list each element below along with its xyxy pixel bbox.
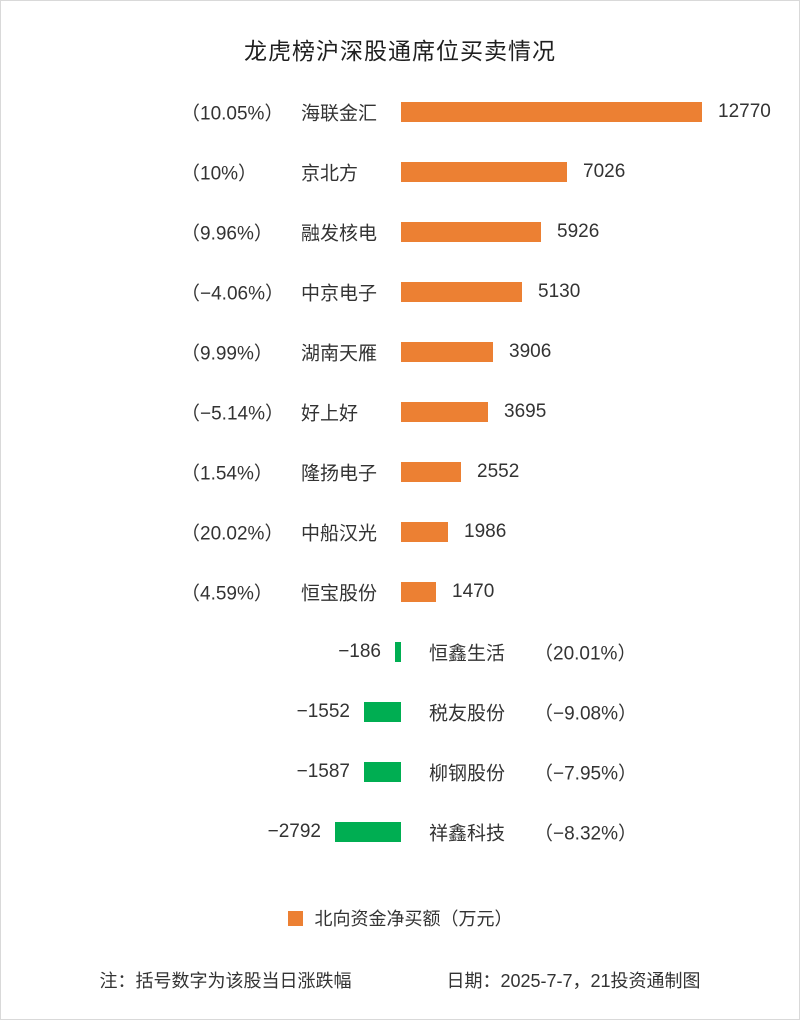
positive-bar: [401, 102, 702, 122]
bar-row: （9.96%） 融发核电 5926: [1, 202, 799, 262]
bar-row: −1552 税友股份 （−9.08%）: [1, 682, 799, 742]
bar-row: −1587 柳钢股份 （−7.95%）: [1, 742, 799, 802]
positive-bar: [401, 342, 493, 362]
change-pct-label: （1.54%）: [181, 463, 273, 485]
change-pct-label: （9.99%）: [181, 343, 273, 365]
stock-name-label: 好上好: [301, 403, 359, 425]
stock-name-label: 海联金汇: [301, 103, 378, 125]
value-label: −1552: [296, 701, 350, 722]
value-label: −1587: [296, 761, 350, 782]
note-text: 注：括号数字为该股当日涨跌幅: [99, 971, 352, 991]
bar-row: （10.05%） 海联金汇 12770: [1, 82, 799, 142]
positive-bar: [401, 162, 567, 182]
bar-row: （9.99%） 湖南天雁 3906: [1, 322, 799, 382]
stock-name-label: 恒宝股份: [301, 583, 378, 605]
change-pct-label: （−5.14%）: [181, 403, 284, 425]
change-pct-label: （9.96%）: [181, 223, 273, 245]
change-pct-label: （20.02%）: [181, 523, 284, 545]
legend: 北向资金净买额（万元）: [1, 905, 799, 931]
value-label: −186: [338, 641, 381, 662]
bar-row: （4.59%） 恒宝股份 1470: [1, 562, 799, 622]
change-pct-label: （4.59%）: [181, 583, 273, 605]
positive-bar: [401, 522, 448, 542]
bar-row: −2792 祥鑫科技 （−8.32%）: [1, 802, 799, 862]
change-pct-label: （−8.32%）: [534, 823, 637, 845]
stock-name-label: 恒鑫生活: [429, 643, 506, 665]
value-label: 7026: [583, 161, 626, 182]
negative-bar: [395, 642, 401, 662]
value-label: 5926: [557, 221, 600, 242]
value-label: 2552: [477, 461, 520, 482]
value-label: 3906: [509, 341, 552, 362]
date-text: 日期：2025-7-7，21投资通制图: [446, 971, 701, 991]
value-label: 1986: [464, 521, 507, 542]
negative-bar: [364, 762, 401, 782]
bar-row: （−5.14%） 好上好 3695: [1, 382, 799, 442]
stock-name-label: 融发核电: [301, 223, 378, 245]
bar-row: （10%） 京北方 7026: [1, 142, 799, 202]
value-label: 1470: [452, 581, 495, 602]
legend-swatch: [287, 910, 303, 926]
bar-row: （1.54%） 隆扬电子 2552: [1, 442, 799, 502]
change-pct-label: （10.05%）: [181, 103, 284, 125]
positive-bar: [401, 222, 541, 242]
stock-name-label: 湖南天雁: [301, 343, 378, 365]
change-pct-label: （−9.08%）: [534, 703, 637, 725]
change-pct-label: （−4.06%）: [181, 283, 284, 305]
positive-bar: [401, 462, 461, 482]
stock-name-label: 税友股份: [429, 703, 506, 725]
stock-name-label: 中京电子: [301, 283, 378, 305]
value-label: 3695: [504, 401, 547, 422]
change-pct-label: （10%）: [181, 163, 258, 185]
chart-title: 龙虎榜沪深股通席位买卖情况: [244, 38, 556, 64]
footnote: 注：括号数字为该股当日涨跌幅 日期：2025-7-7，21投资通制图: [1, 967, 799, 993]
negative-bar: [364, 702, 401, 722]
value-label: 12770: [718, 101, 771, 122]
bar-row: （20.02%） 中船汉光 1986: [1, 502, 799, 562]
positive-bar: [401, 402, 488, 422]
stock-name-label: 柳钢股份: [429, 763, 506, 785]
positive-bar: [401, 582, 436, 602]
change-pct-label: （20.01%）: [534, 643, 637, 665]
value-label: −2792: [267, 821, 321, 842]
negative-bar: [335, 822, 401, 842]
legend-label: 北向资金净买额（万元）: [314, 909, 513, 929]
stock-name-label: 京北方: [301, 163, 359, 185]
stock-name-label: 隆扬电子: [301, 463, 378, 485]
bar-row: （−4.06%） 中京电子 5130: [1, 262, 799, 322]
stock-name-label: 中船汉光: [301, 523, 378, 545]
change-pct-label: （−7.95%）: [534, 763, 637, 785]
stock-name-label: 祥鑫科技: [429, 823, 506, 845]
bars-area: （10.05%） 海联金汇 12770 （10%） 京北方 7026 （9.96%） 融发核电…: [1, 82, 799, 862]
value-label: 5130: [538, 281, 581, 302]
bar-row: −186 恒鑫生活 （20.01%）: [1, 622, 799, 682]
positive-bar: [401, 282, 522, 302]
